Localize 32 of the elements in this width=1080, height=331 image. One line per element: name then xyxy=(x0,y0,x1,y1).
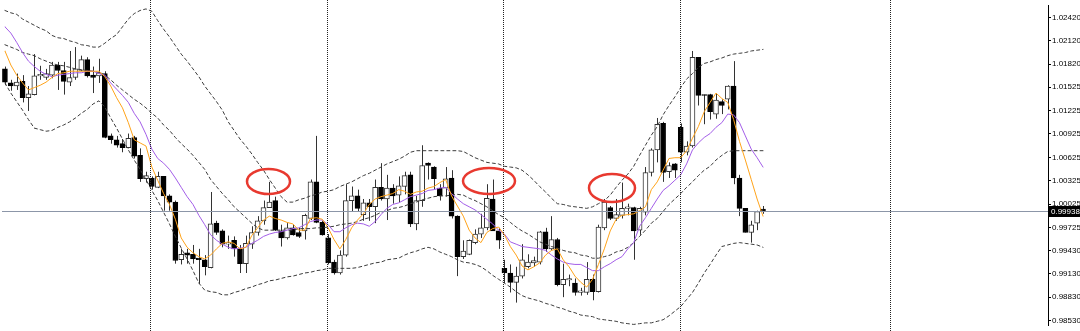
candlestick xyxy=(478,213,484,239)
y-tick-label: 0.99430 xyxy=(1052,245,1080,255)
y-tick-label: 0.99130 xyxy=(1052,268,1080,278)
y-tick-label: 0.99725 xyxy=(1052,222,1080,232)
y-tick-label: 1.00025 xyxy=(1052,199,1080,209)
candlestick xyxy=(337,249,343,276)
candlestick xyxy=(372,179,378,224)
candlestick xyxy=(278,224,284,248)
candlestick xyxy=(413,195,420,231)
y-tick-label: 1.00925 xyxy=(1052,129,1080,139)
y-tick-label: 1.02420 xyxy=(1052,12,1080,22)
candlestick xyxy=(713,92,719,120)
y-tick-label: 1.02120 xyxy=(1052,36,1080,46)
y-tick-label: 1.01225 xyxy=(1052,105,1080,115)
y-tick-label: 1.01820 xyxy=(1052,59,1080,69)
candlestick xyxy=(237,244,243,274)
y-tick-label: 1.01525 xyxy=(1052,82,1080,92)
candlestick xyxy=(431,165,437,191)
candlestick xyxy=(513,266,520,304)
candlestick xyxy=(243,235,249,274)
ref-line-label: 0.99938 xyxy=(1051,206,1080,216)
candlestick xyxy=(190,244,196,265)
y-tick-label: 0.98530 xyxy=(1052,315,1080,325)
candlestick xyxy=(748,220,755,244)
candlestick xyxy=(560,263,567,298)
y-tick-label: 1.00325 xyxy=(1052,175,1080,185)
candlestick xyxy=(613,198,619,222)
y-tick-label: 1.00625 xyxy=(1052,152,1080,162)
candlestick xyxy=(325,233,331,265)
y-tick-label: 0.98830 xyxy=(1052,292,1080,302)
candlestick xyxy=(724,84,731,110)
candlestick xyxy=(460,239,467,260)
